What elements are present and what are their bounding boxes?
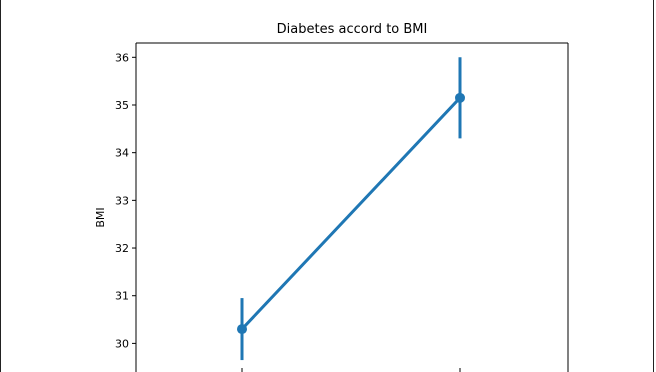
data-point <box>237 324 247 335</box>
x-axis <box>241 368 461 372</box>
y-tick-label: 30 <box>115 337 129 350</box>
y-tick-label: 32 <box>115 242 129 255</box>
y-axis: 30 31 32 33 34 35 36 <box>115 51 136 350</box>
series-line <box>240 96 462 331</box>
y-tick-label: 34 <box>115 147 129 160</box>
y-tick-label: 33 <box>115 194 129 207</box>
axes-frame <box>135 42 569 372</box>
y-tick-label: 31 <box>115 290 129 303</box>
chart-title: Diabetes accord to BMI <box>277 22 428 37</box>
data-point <box>455 92 465 103</box>
y-tick-label: 35 <box>115 99 129 112</box>
y-axis-title: BMI <box>94 207 107 227</box>
series-layer <box>237 57 465 361</box>
y-tick-label: 36 <box>115 51 129 64</box>
